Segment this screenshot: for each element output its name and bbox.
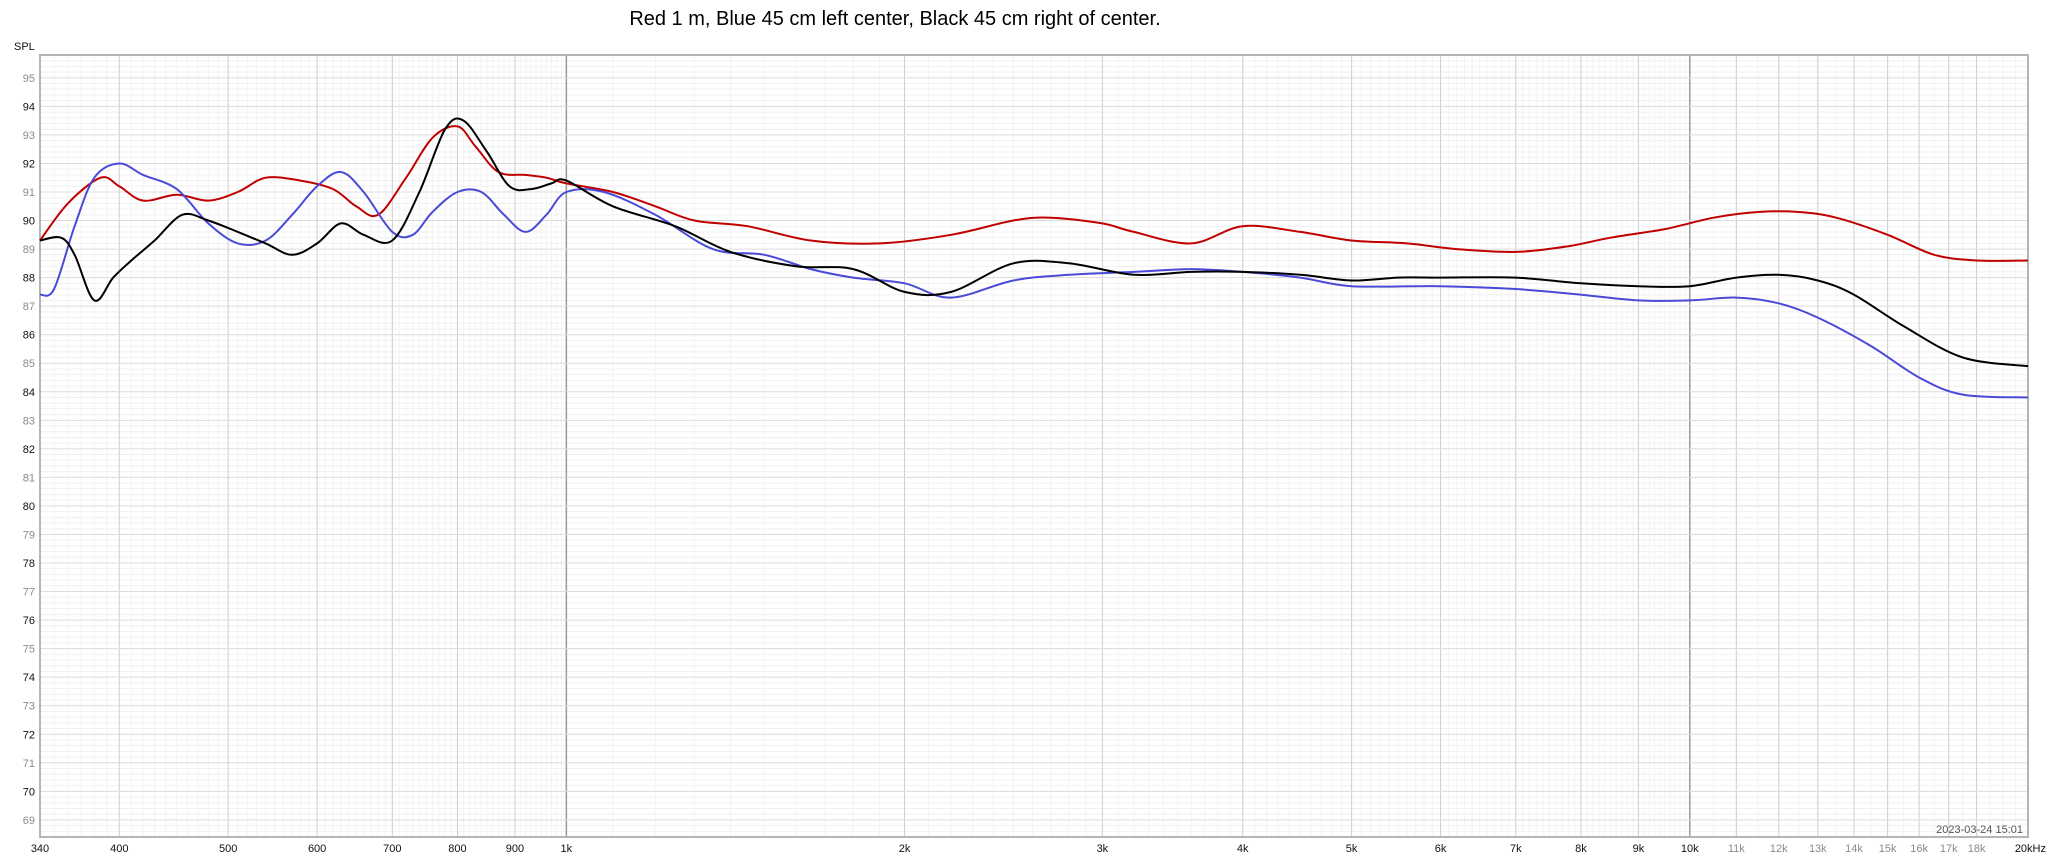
- y-tick-label: 72: [23, 729, 35, 741]
- y-tick-label: 87: [23, 301, 35, 313]
- y-tick-label: 89: [23, 244, 35, 256]
- y-tick-label: 70: [23, 786, 35, 798]
- y-tick-label: 85: [23, 358, 35, 370]
- y-tick-label: 94: [23, 101, 35, 113]
- x-tick-label: 7k: [1510, 843, 1522, 855]
- x-tick-label: 10k: [1681, 843, 1699, 855]
- y-tick-label: 91: [23, 187, 35, 199]
- y-tick-label: 69: [23, 815, 35, 827]
- x-tick-label: 6k: [1435, 843, 1447, 855]
- y-axis-tick-labels: 95 94 93 92 91 90 89 88 87 86 85 84 83 82 81 80 79 78 77 76…: [23, 73, 35, 827]
- x-tick-label: 15k: [1879, 843, 1897, 855]
- y-tick-label: 79: [23, 529, 35, 541]
- y-tick-label: 77: [23, 587, 35, 599]
- x-tick-label: 400: [110, 843, 128, 855]
- y-tick-label: 84: [23, 387, 35, 399]
- series-layer: [39, 117, 2029, 399]
- series-line-1: [39, 125, 2029, 262]
- y-tick-label: 76: [23, 615, 35, 627]
- y-tick-label: 73: [23, 701, 35, 713]
- y-tick-label: 81: [23, 472, 35, 484]
- y-tick-label: 93: [23, 130, 35, 142]
- x-axis-tick-labels: 340 400 500 600 700 800 900 1k 2k 3k 4k 5k 6k 7k 8k 9k 1…: [31, 843, 2046, 855]
- y-grid: [40, 77, 2028, 821]
- x-tick-label: 3k: [1097, 843, 1109, 855]
- x-tick-label: 18k: [1968, 843, 1986, 855]
- x-tick-label: 13k: [1809, 843, 1827, 855]
- y-tick-label: 71: [23, 758, 35, 770]
- y-tick-label: 80: [23, 501, 35, 513]
- y-tick-label: 86: [23, 330, 35, 342]
- x-tick-label: 2k: [899, 843, 911, 855]
- x-tick-label: 11k: [1728, 843, 1745, 855]
- timestamp-label: 2023-03-24 15:01: [1936, 824, 2023, 836]
- x-tick-label: 12k: [1770, 843, 1788, 855]
- x-tick-label: 14k: [1845, 843, 1863, 855]
- x-tick-label: 1k: [561, 843, 573, 855]
- chart-title: Red 1 m, Blue 45 cm left center, Black 4…: [629, 8, 1161, 30]
- x-tick-label: 5k: [1346, 843, 1358, 855]
- x-tick-label: 4k: [1237, 843, 1249, 855]
- minor-grid: [40, 55, 2028, 837]
- y-tick-label: 78: [23, 558, 35, 570]
- x-tick-label: 600: [308, 843, 326, 855]
- y-tick-label: 75: [23, 644, 35, 656]
- x-tick-label: 16k: [1910, 843, 1928, 855]
- x-tick-label: 500: [219, 843, 237, 855]
- x-tick-label: 20kHz: [2015, 843, 2046, 855]
- series-line-3: [39, 117, 2029, 368]
- y-tick-label: 92: [23, 158, 35, 170]
- y-tick-label: 74: [23, 672, 35, 684]
- y-tick-label: 83: [23, 415, 35, 427]
- x-tick-label: 8k: [1575, 843, 1587, 855]
- x-tick-label: 17k: [1940, 843, 1958, 855]
- plot-frame: [39, 54, 2029, 838]
- x-tick-label: 700: [383, 843, 401, 855]
- y-tick-label: 88: [23, 273, 35, 285]
- y-tick-label: 90: [23, 216, 35, 228]
- y-tick-label: 95: [23, 73, 35, 85]
- y-tick-label: 82: [23, 444, 35, 456]
- x-tick-label: 900: [506, 843, 524, 855]
- y-axis-label: SPL: [14, 41, 35, 53]
- x-tick-label: 340: [31, 843, 49, 855]
- series-line-2: [39, 162, 2029, 399]
- x-tick-label: 800: [448, 843, 466, 855]
- x-tick-label: 9k: [1633, 843, 1645, 855]
